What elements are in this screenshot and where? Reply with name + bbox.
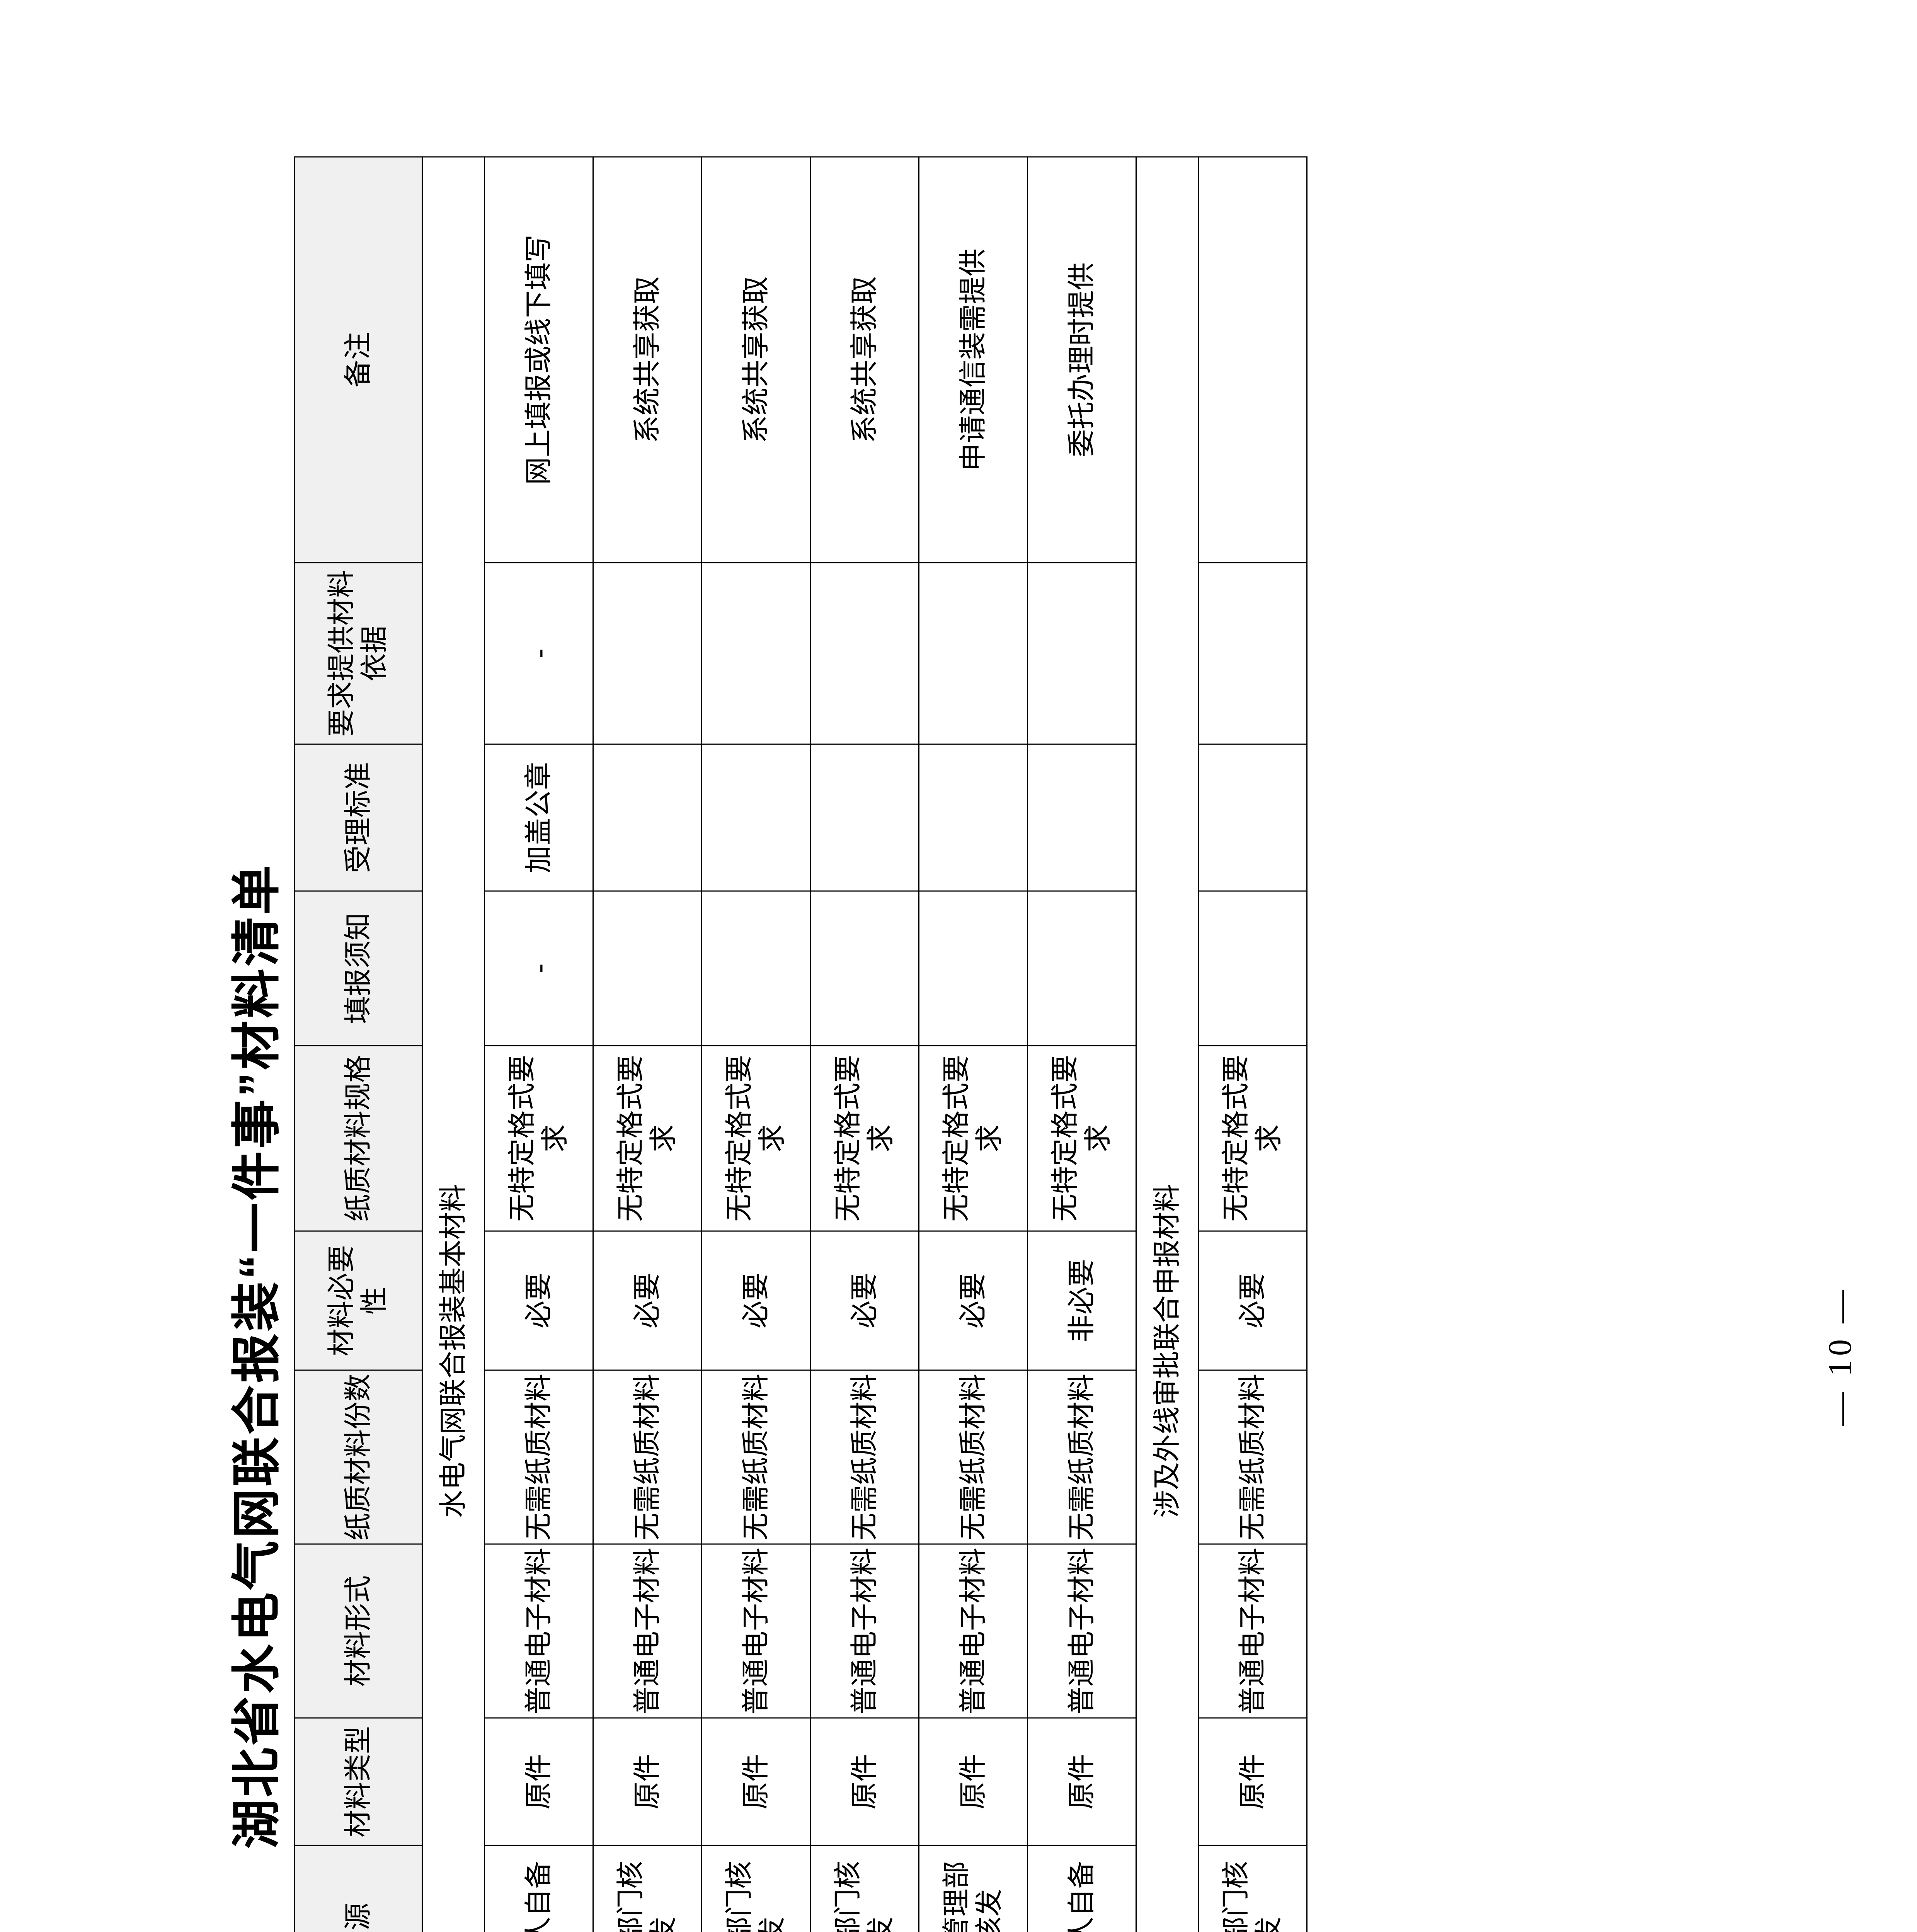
cell-spec: 无特定格式要求: [810, 1045, 919, 1231]
cell-remark: 申请通信装需提供: [919, 156, 1028, 563]
cell-type: 原件: [593, 1718, 702, 1845]
col-header-necessity: 材料必要性: [294, 1231, 422, 1370]
cell-notice: [1198, 891, 1307, 1046]
col-header-copies: 纸质材料份数: [294, 1370, 422, 1544]
cell-spec: 无特定格式要求: [701, 1045, 810, 1231]
cell-copies: 无需纸质材料: [484, 1370, 593, 1544]
header-row: 序号 材料名称 来源 材料类型 材料形式 纸质材料份数 材料必要性 纸质材料规格…: [294, 156, 422, 1932]
cell-spec: 无特定格式要求: [1198, 1045, 1307, 1231]
group-header-row: 涉及外线审批联合申报材料: [1136, 156, 1199, 1932]
cell-source: 申请人自备: [484, 1845, 593, 1932]
cell-necessity: 必要: [810, 1231, 919, 1370]
table-body: 水电气网联合报装基本材料 1 水电气网联合报装“一件事”申请表 申请人自备 原件…: [422, 156, 1307, 1932]
cell-necessity: 非必要: [1027, 1231, 1136, 1370]
cell-copies: 无需纸质材料: [810, 1370, 919, 1544]
table-row: 6 委托他人申报手续的提供由法定代表人出具的委托书 申请人自备 原件 普通电子材…: [1027, 156, 1136, 1932]
table-header: 序号 材料名称 来源 材料类型 材料形式 纸质材料份数 材料必要性 纸质材料规格…: [294, 156, 422, 1932]
cell-notice: -: [484, 891, 593, 1046]
col-header-notice: 填报须知: [294, 891, 422, 1046]
cell-notice: [593, 891, 702, 1046]
col-header-type: 材料类型: [294, 1718, 422, 1845]
cell-form: 普通电子材料: [1198, 1544, 1307, 1718]
cell-accept: [593, 744, 702, 891]
cell-accept: 加盖公章: [484, 744, 593, 891]
cell-form: 普通电子材料: [919, 1544, 1028, 1718]
cell-accept: [1198, 744, 1307, 891]
group-label-basic: 水电气网联合报装基本材料: [422, 156, 485, 1932]
cell-form: 普通电子材料: [593, 1544, 702, 1718]
cell-copies: 无需纸质材料: [1198, 1370, 1307, 1544]
cell-necessity: 必要: [919, 1231, 1028, 1370]
cell-copies: 无需纸质材料: [1027, 1370, 1136, 1544]
group-header-row: 水电气网联合报装基本材料: [422, 156, 485, 1932]
cell-form: 普通电子材料: [484, 1544, 593, 1718]
cell-basis: [701, 562, 810, 744]
table-row: 1 水电气网联合报装“一件事”申请表 申请人自备 原件 普通电子材料 无需纸质材…: [484, 156, 593, 1932]
cell-spec: 无特定格式要求: [919, 1045, 1028, 1231]
cell-necessity: 必要: [484, 1231, 593, 1370]
cell-basis: [1027, 562, 1136, 744]
col-header-source: 来源: [294, 1845, 422, 1932]
cell-source: 政府部门核发: [593, 1845, 702, 1932]
cell-necessity: 必要: [593, 1231, 702, 1370]
cell-basis: [919, 562, 1028, 744]
table-row: 4 中华人民共和国居民身份证 政府部门核发 原件 普通电子材料 无需纸质材料 必…: [810, 156, 919, 1932]
cell-type: 原件: [810, 1718, 919, 1845]
table-row: 7 城市排水许可申请表 政府部门核发 原件 普通电子材料 无需纸质材料 必要 无…: [1198, 156, 1307, 1932]
cell-notice: [919, 891, 1028, 1046]
cell-remark: 系统共享获取: [593, 156, 702, 563]
cell-remark: 系统共享获取: [701, 156, 810, 563]
cell-accept: [919, 744, 1028, 891]
cell-basis: [810, 562, 919, 744]
col-header-spec: 纸质材料规格: [294, 1045, 422, 1231]
page-number: — 10 —: [1821, 1286, 1858, 1425]
cell-form: 普通电子材料: [701, 1544, 810, 1718]
cell-type: 原件: [919, 1718, 1028, 1845]
cell-type: 原件: [701, 1718, 810, 1845]
cell-remark: 系统共享获取: [810, 156, 919, 563]
cell-form: 普通电子材料: [810, 1544, 919, 1718]
table-row: 3 组织机构代码证 政府部门核发 原件 普通电子材料 无需纸质材料 必要 无特定…: [701, 156, 810, 1932]
cell-source: 申请人自备: [1027, 1845, 1136, 1932]
cell-necessity: 必要: [701, 1231, 810, 1370]
page-title: 湖北省水电气网联合报装“一件事”材料清单: [229, 862, 284, 1849]
cell-accept: [701, 744, 810, 891]
cell-remark: 委托办理时提供: [1027, 156, 1136, 563]
col-header-remark: 备注: [294, 156, 422, 563]
cell-basis: [1198, 562, 1307, 744]
cell-copies: 无需纸质材料: [701, 1370, 810, 1544]
group-label-external-line: 涉及外线审批联合申报材料: [1136, 156, 1199, 1932]
cell-notice: [701, 891, 810, 1046]
materials-table: 序号 材料名称 来源 材料类型 材料形式 纸质材料份数 材料必要性 纸质材料规格…: [294, 156, 1308, 1932]
cell-source: 政府部门核发: [810, 1845, 919, 1932]
cell-form: 普通电子材料: [1027, 1544, 1136, 1718]
cell-spec: 无特定格式要求: [484, 1045, 593, 1231]
cell-basis: [593, 562, 702, 744]
col-header-basis: 要求提供材料依据: [294, 562, 422, 744]
table-row: 5 通信基础设施验收备案表 通信管理部门核发 原件 普通电子材料 无需纸质材料 …: [919, 156, 1028, 1932]
cell-source: 政府部门核发: [701, 1845, 810, 1932]
col-header-accept: 受理标准: [294, 744, 422, 891]
cell-accept: [810, 744, 919, 891]
cell-spec: 无特定格式要求: [1027, 1045, 1136, 1231]
cell-copies: 无需纸质材料: [919, 1370, 1028, 1544]
cell-remark: 网上填报或线下填写: [484, 156, 593, 563]
cell-type: 原件: [484, 1718, 593, 1845]
cell-accept: [1027, 744, 1136, 891]
cell-copies: 无需纸质材料: [593, 1370, 702, 1544]
cell-necessity: 必要: [1198, 1231, 1307, 1370]
table-row: 2 营业执照 政府部门核发 原件 普通电子材料 无需纸质材料 必要 无特定格式要…: [593, 156, 702, 1932]
cell-notice: [810, 891, 919, 1046]
col-header-form: 材料形式: [294, 1544, 422, 1718]
cell-source: 政府部门核发: [1198, 1845, 1307, 1932]
cell-type: 原件: [1027, 1718, 1136, 1845]
cell-source: 通信管理部门核发: [919, 1845, 1028, 1932]
cell-spec: 无特定格式要求: [593, 1045, 702, 1231]
cell-type: 原件: [1198, 1718, 1307, 1845]
cell-remark: [1198, 156, 1307, 563]
cell-basis: -: [484, 562, 593, 744]
cell-notice: [1027, 891, 1136, 1046]
